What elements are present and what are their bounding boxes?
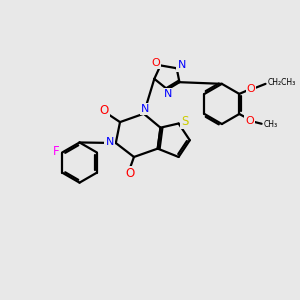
Text: N: N <box>164 89 172 100</box>
Text: O: O <box>247 84 255 94</box>
Text: N: N <box>178 60 186 70</box>
Text: N: N <box>106 136 114 147</box>
Text: S: S <box>181 115 188 128</box>
Text: CH₂CH₃: CH₂CH₃ <box>267 78 296 87</box>
Text: O: O <box>245 116 254 126</box>
Text: O: O <box>125 167 134 180</box>
Text: F: F <box>53 145 59 158</box>
Text: N: N <box>141 104 149 114</box>
Text: O: O <box>99 104 108 117</box>
Text: O: O <box>151 58 160 68</box>
Text: CH₃: CH₃ <box>263 120 278 129</box>
